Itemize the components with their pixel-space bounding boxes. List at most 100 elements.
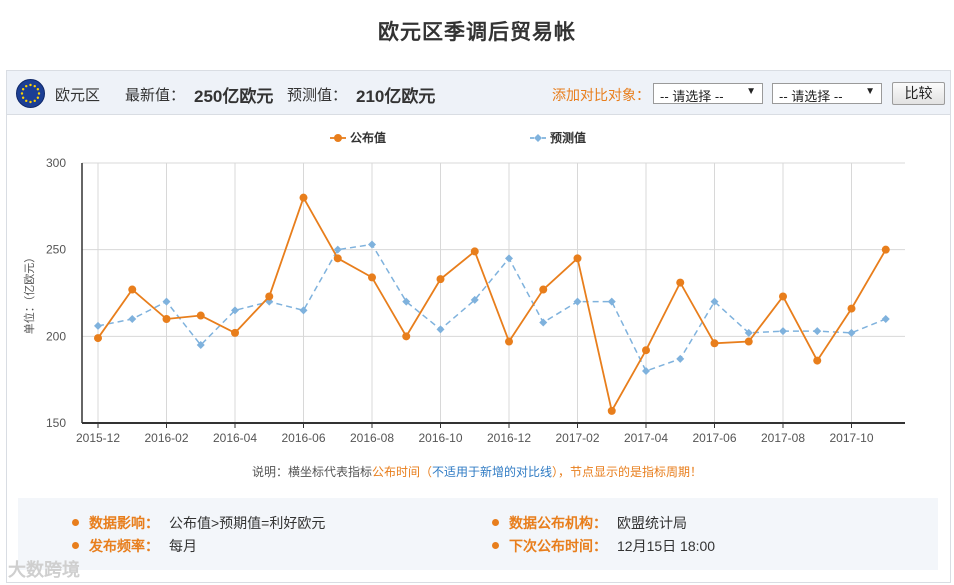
info-frequency: 发布频率： 每月 <box>72 536 197 556</box>
bullet-icon <box>72 518 79 526</box>
forecast-point <box>539 318 548 327</box>
y-tick-label: 250 <box>46 243 66 257</box>
actual-point <box>607 406 616 415</box>
info-frequency-value: 每月 <box>169 538 197 554</box>
y-axis-label: 单位：（亿欧元） <box>22 252 36 335</box>
forecast-value: 210亿欧元 <box>356 87 436 106</box>
compare-button[interactable]: 比较 <box>892 82 945 105</box>
actual-point <box>299 193 308 202</box>
eu-flag-icon <box>16 79 45 108</box>
y-tick-label: 150 <box>46 416 66 430</box>
actual-point <box>333 254 342 263</box>
info-next-release: 下次公布时间： 12月15日 18:00 <box>492 536 715 556</box>
y-tick-label: 300 <box>46 156 66 170</box>
forecast-point <box>607 297 616 306</box>
actual-point <box>847 304 856 313</box>
info-agency-label: 数据公布机构： <box>509 515 607 531</box>
forecast-point <box>94 321 102 330</box>
bullet-icon <box>492 541 499 549</box>
forecast-point <box>505 254 513 263</box>
forecast-point <box>710 297 719 306</box>
info-impact-value: 公布值>预期值=利好欧元 <box>169 515 326 531</box>
actual-point <box>128 285 137 294</box>
note-not-apply: 不适用于新增的对比线 <box>431 465 552 479</box>
bullet-icon <box>72 541 79 549</box>
chart-note: 说明：横坐标代表指标公布时间（不适用于新增的对比线），节点显示的是指标周期！ <box>0 463 954 480</box>
x-tick-label: 2016-02 <box>144 431 188 445</box>
forecast-point <box>162 297 171 306</box>
x-tick-label: 2016-12 <box>487 431 531 445</box>
forecast-point <box>813 327 822 336</box>
note-publish-time: 公布时间 <box>371 465 420 479</box>
x-tick-label: 2017-08 <box>761 431 805 445</box>
forecast-point <box>196 341 205 349</box>
actual-point <box>196 311 205 320</box>
x-tick-label: 2015-12 <box>76 431 120 445</box>
actual-point <box>676 278 685 287</box>
forecast-label: 预测值： <box>287 87 348 104</box>
actual-point <box>505 337 513 346</box>
info-frequency-label: 发布频率： <box>89 538 159 554</box>
forecast-point <box>368 240 376 249</box>
forecast-point <box>436 325 445 334</box>
actual-point <box>231 328 239 337</box>
actual-point <box>470 247 479 256</box>
x-tick-label: 2016-10 <box>418 431 462 445</box>
watermark-logo: 大数跨境 <box>8 560 80 580</box>
forecast-point <box>573 297 582 306</box>
actual-point <box>744 337 753 346</box>
page-title: 欧元区季调后贸易帐 <box>378 21 576 44</box>
forecast-point <box>470 295 479 304</box>
dropdown-arrow-icon: ▼ <box>746 86 756 97</box>
forecast-point <box>847 328 856 337</box>
note-paren-close: ），节点显示的是 <box>552 465 643 479</box>
latest-value: 250亿欧元 <box>194 87 274 106</box>
latest-label: 最新值： <box>125 87 186 104</box>
legend-actual-marker <box>334 134 342 142</box>
actual-point <box>573 254 582 263</box>
x-tick-label: 2017-02 <box>555 431 599 445</box>
forecast-point <box>333 245 342 254</box>
actual-point <box>710 339 719 348</box>
actual-point <box>779 292 787 301</box>
forecast-point <box>744 328 753 337</box>
info-agency-value: 欧盟统计局 <box>617 515 687 531</box>
x-tick-label: 2017-06 <box>692 431 736 445</box>
note-prefix: 说明：横坐标代表指标 <box>251 465 372 479</box>
actual-point <box>265 292 274 301</box>
compare-select-1[interactable]: -- 请选择 -- ▼ <box>653 83 763 104</box>
legend-forecast-marker <box>534 134 542 142</box>
forecast-point <box>402 297 411 306</box>
x-tick-label: 2016-08 <box>350 431 394 445</box>
compare-select-2[interactable]: -- 请选择 -- ▼ <box>772 83 882 104</box>
indicator-info: 数据影响： 公布值>预期值=利好欧元 数据公布机构： 欧盟统计局 发布频率： 每月 下… <box>18 498 938 570</box>
actual-point <box>539 285 548 294</box>
bullet-icon <box>492 518 499 526</box>
forecast-point <box>299 306 308 315</box>
note-end: ！ <box>690 465 703 479</box>
series-line-forecast <box>97 243 887 372</box>
info-agency: 数据公布机构： 欧盟统计局 <box>492 513 687 533</box>
note-paren-open: （ <box>419 465 432 479</box>
compare-select-1-value: -- 请选择 -- <box>660 89 724 104</box>
actual-point <box>642 346 650 355</box>
info-next-value: 12月15日 18:00 <box>617 538 716 554</box>
actual-point <box>881 245 890 254</box>
actual-point <box>368 273 376 282</box>
indicator-header: 欧元区 最新值： 250亿欧元 预测值： 210亿欧元 添加对比对象： -- 请… <box>7 71 950 115</box>
x-tick-label: 2017-04 <box>624 431 668 445</box>
actual-point <box>402 332 411 341</box>
legend-forecast-label: 预测值 <box>550 130 586 145</box>
legend-actual-label: 公布值 <box>350 130 386 145</box>
forecast-point <box>779 327 787 336</box>
dropdown-arrow-icon: ▼ <box>865 86 875 97</box>
y-tick-label: 200 <box>46 329 66 343</box>
actual-point <box>813 356 822 365</box>
region-name: 欧元区 <box>55 87 101 104</box>
trade-balance-chart: 150 200 250 300 2015-12 2016-02 2016-04 2016-06… <box>22 130 905 445</box>
x-tick-label: 2016-04 <box>213 431 257 445</box>
series-line-actual <box>97 195 887 414</box>
x-tick-label: 2016-06 <box>281 431 325 445</box>
forecast-point <box>676 354 685 363</box>
info-impact-label: 数据影响： <box>89 515 159 531</box>
